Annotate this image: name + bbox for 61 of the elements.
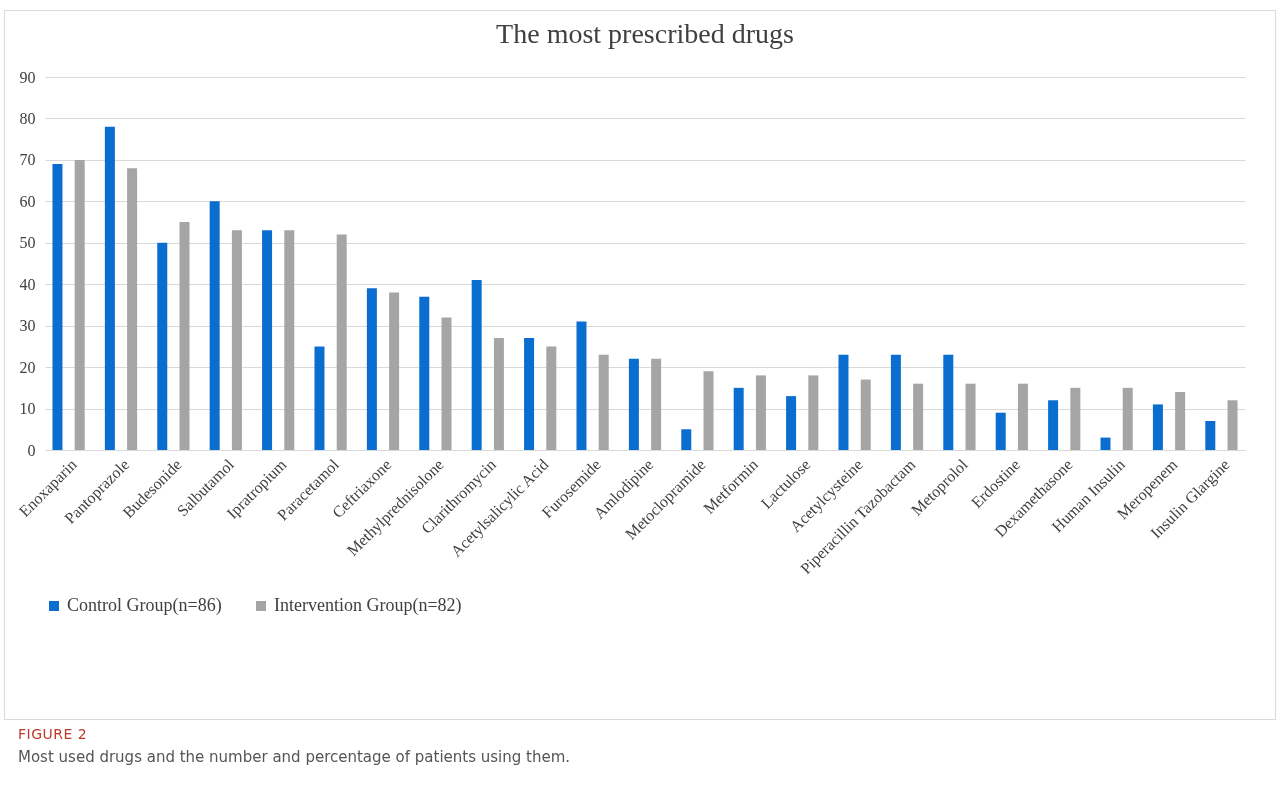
bar: [104, 126, 115, 450]
bar: [808, 375, 819, 450]
bar: [1205, 420, 1216, 450]
chart-title: The most prescribed drugs: [496, 18, 794, 49]
bar: [179, 222, 190, 450]
bar: [314, 346, 325, 450]
legend-label: Intervention Group(n=82): [274, 595, 462, 616]
bar: [157, 242, 168, 450]
y-tick-label: 0: [27, 441, 36, 459]
bar: [127, 168, 138, 450]
bar: [733, 387, 744, 450]
bar: [1017, 383, 1028, 450]
bar: [441, 317, 452, 450]
bar: [755, 375, 766, 450]
caption: FIGURE 2: [18, 726, 89, 742]
bar: [336, 234, 347, 450]
bar: [943, 354, 954, 450]
bar: [995, 412, 1006, 450]
bar: [1070, 387, 1081, 450]
bar: [1100, 437, 1111, 450]
legend-label: Control Group(n=86): [67, 595, 222, 616]
bar: [524, 338, 535, 450]
y-tick-label: 90: [19, 68, 36, 86]
bar: [1048, 400, 1059, 450]
bar: [231, 230, 242, 450]
bar: [74, 159, 85, 450]
bar: [284, 230, 295, 450]
y-tick-label: 10: [19, 400, 36, 418]
bar: [1122, 387, 1133, 450]
y-tick-label: 30: [19, 317, 36, 335]
bar: [1175, 391, 1186, 450]
bar: [576, 321, 587, 450]
bar: [1227, 400, 1238, 450]
y-tick-label: 80: [19, 109, 36, 127]
bar: [493, 338, 504, 450]
bar: [471, 280, 482, 450]
y-tick-label: 70: [19, 151, 36, 169]
bar: [890, 354, 901, 450]
bar: [703, 371, 714, 450]
text: Most used drugs and the number and percentage of patients using them.: [18, 748, 572, 766]
bar: [209, 201, 220, 450]
bar: [965, 383, 976, 450]
bar: [419, 296, 430, 450]
bar: [52, 164, 63, 450]
bar: [1152, 404, 1163, 450]
bar: [913, 383, 924, 450]
bar: [838, 354, 849, 450]
y-tick-label: 50: [19, 234, 36, 252]
bar: [262, 230, 273, 450]
bar: [389, 292, 400, 450]
bar: [628, 358, 639, 450]
bar: [786, 396, 797, 450]
y-tick-label: 60: [19, 192, 36, 210]
bar: [366, 288, 377, 450]
bar: [651, 358, 662, 450]
bar: [860, 379, 871, 450]
bar: [598, 354, 609, 450]
bar: [546, 346, 557, 450]
y-tick-label: 40: [19, 275, 36, 293]
bar: [681, 429, 692, 450]
y-tick-label: 20: [19, 358, 36, 376]
